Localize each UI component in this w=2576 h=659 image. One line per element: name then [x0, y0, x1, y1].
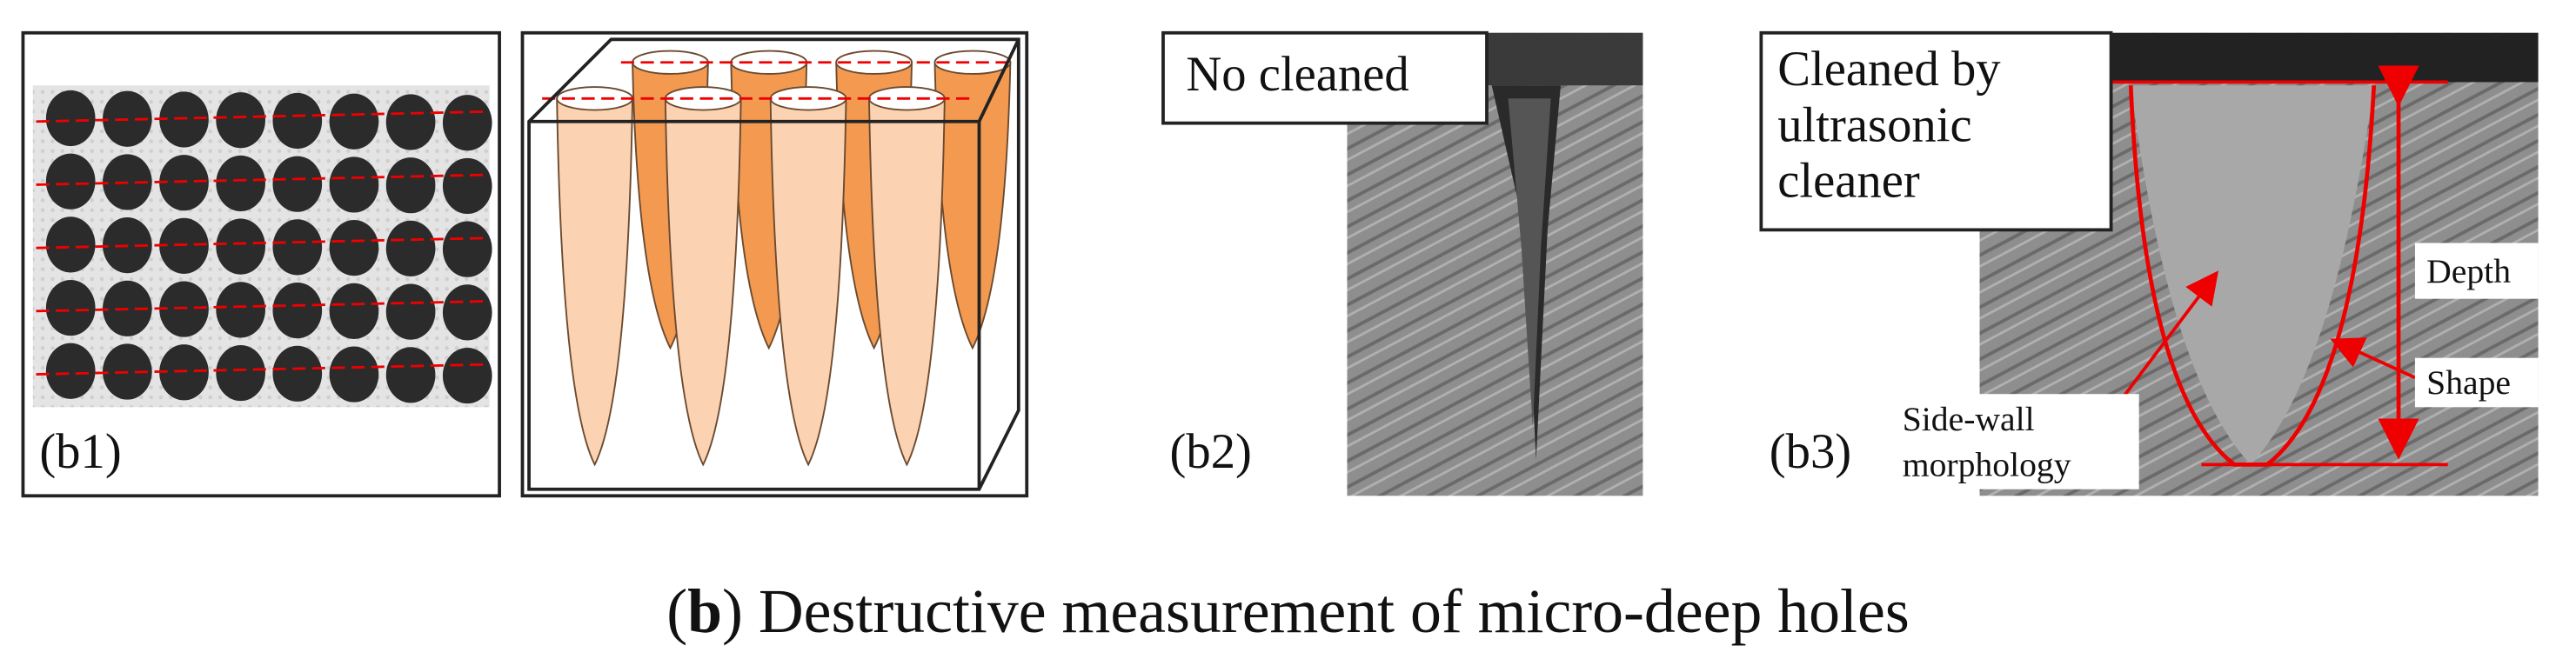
panel-b1: (b1) [21, 30, 501, 498]
note: Cleaned by [1777, 43, 2001, 97]
hole-cone [664, 97, 742, 467]
hole [272, 92, 323, 150]
hole [216, 282, 265, 338]
caption: (b) Destructive measurement of micro-dee… [666, 576, 1910, 646]
panel-label: (b3) [1770, 425, 1851, 479]
note: ultrasonic [1777, 98, 1971, 152]
annotation: Shape [2426, 363, 2511, 402]
annotation: morphology [1903, 446, 2071, 484]
panel-3d [520, 30, 1029, 498]
hole [216, 218, 265, 275]
hole [216, 92, 265, 149]
hole [159, 281, 209, 337]
hole [329, 93, 379, 150]
hole [45, 90, 96, 147]
panel-label: (b1) [39, 425, 121, 479]
hole-cone [556, 97, 633, 467]
hole [442, 284, 492, 341]
hole [45, 153, 96, 210]
section-line [36, 236, 486, 250]
caption-part: ) Destructive measurement of micro-deep … [722, 576, 1910, 646]
hole [385, 157, 436, 214]
hole [385, 347, 436, 403]
annotation: Depth [2426, 252, 2511, 290]
hole [45, 343, 96, 399]
hole [442, 347, 492, 404]
hole [329, 346, 379, 403]
caption-part: ( [666, 576, 687, 646]
hole [329, 220, 379, 276]
hole [272, 345, 323, 402]
section-line [36, 300, 486, 313]
hole [159, 155, 209, 211]
hole [159, 217, 209, 274]
hole-top [933, 50, 1012, 75]
note: cleaner [1777, 155, 1920, 209]
hole [216, 155, 265, 212]
hole [385, 283, 436, 340]
panel-b3: Cleaned by ultrasonic cleaner Depth Shap… [1759, 30, 2539, 496]
hole [329, 283, 379, 339]
hole [45, 279, 96, 336]
hole [442, 221, 492, 277]
hole [159, 91, 209, 148]
panel-label: (b2) [1170, 425, 1252, 479]
hole-top [835, 50, 913, 75]
hole [272, 282, 323, 339]
caption-part: b [687, 576, 722, 646]
note: No cleaned [1186, 48, 1408, 102]
hole [385, 220, 436, 277]
hole [442, 157, 492, 215]
hole-cone [769, 97, 847, 467]
section-line [36, 110, 486, 123]
panel-b2: No cleaned (b2) [1161, 30, 1643, 496]
section-line [36, 173, 486, 186]
hole [272, 156, 323, 212]
hole [272, 219, 323, 276]
hole [385, 94, 436, 150]
hole [159, 344, 209, 401]
hole [216, 344, 265, 402]
hole-cone [868, 97, 946, 467]
hole [45, 216, 96, 273]
section-line [36, 363, 486, 376]
hole [442, 95, 492, 151]
hole [329, 156, 379, 213]
annotation: Side-wall [1903, 400, 2035, 438]
